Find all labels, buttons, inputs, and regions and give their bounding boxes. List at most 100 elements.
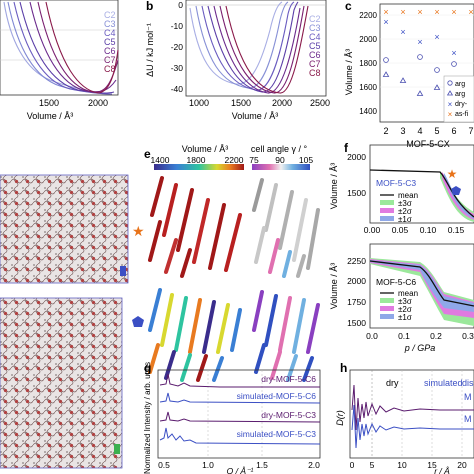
legend-x-marker: × [448,100,453,109]
legend-1sigma-swatch [380,216,394,221]
rod [208,203,226,270]
panel-b-legend: C2 C3 C4 C5 C6 C7 C8 [309,14,321,78]
legend-3sigma-swatch [380,200,394,205]
panel-f-xtick: 0.15 [448,225,465,235]
panel-f: f ★ MOF-5-C3 mean ±3σ ±2σ ±1σ 2000 1500 … [329,141,474,353]
panel-c-marker: × [434,7,439,17]
panel-f-ylabel-bottom: Volume / Å³ [329,263,339,310]
panel-c-marker: × [383,17,388,27]
legend-c2: C2 [309,14,321,24]
panel-h-xtick: 20 [457,460,467,470]
panel-h-xtick: 0 [350,460,355,470]
mean-line [369,260,474,307]
panel-c-ytick: 2200 [359,11,377,20]
rod [264,183,278,232]
rod [150,176,164,217]
legend-1sigma-swatch [380,314,394,319]
panel-a-axes [0,0,119,96]
rod [306,303,320,354]
rod [188,298,202,354]
panel-c-marker [383,57,389,63]
panel-b-axes [185,0,327,97]
rod [148,288,162,332]
panel-f-bottom-title: MOF-5-C6 [376,277,416,287]
band-1sigma [370,260,474,312]
trace-label: simulated-MOF-5-C3 [237,429,317,439]
panel-g-xlabel: Q / Å⁻¹ [227,466,254,474]
trace-dry-c3 [159,411,321,423]
panel-c-marker: × [400,7,405,17]
trace-label: dry-MOF-5-C3 [261,410,316,420]
panel-a-curve [3,1,109,95]
legend-c6: C6 [104,46,116,56]
rod [196,354,208,382]
trace-label: dry-MOF-5-C6 [261,374,316,384]
rod [192,198,210,264]
panel-e: e Volume / Å³ cell angle γ / ° 1400 1800… [132,144,320,382]
panel-c-marker [399,77,407,83]
panel-b-xtick: 2000 [272,98,292,108]
panel-a-xlabel: Volume / Å³ [27,111,74,121]
trace-dry-c6 [159,373,320,388]
legend-1sigma: ±1σ [398,313,412,322]
panel-e-rods-volume-bottom [148,288,242,382]
rod [282,250,292,278]
panel-h-annotation-dis: dis [462,378,474,388]
panel-g-xtick: 1.5 [256,460,268,470]
volume-tick: 1400 [151,155,170,165]
panel-a-legend: C2 C3 C4 C5 C6 C7 C8 [104,10,116,74]
panel-g-label: g [144,361,151,375]
panel-b-xtick: 2500 [310,98,330,108]
star-marker: ★ [447,167,458,181]
panel-c-marker [434,67,440,73]
panel-e-rods-angle-top [252,178,320,278]
panel-c-marker: × [434,32,439,42]
angle-tick: 75 [249,155,259,165]
rod [230,308,242,352]
legend-label: arg [455,81,465,88]
rod [148,343,160,374]
rod [292,198,308,262]
legend-c5: C5 [309,41,321,51]
legend-label: as-fi [455,111,469,118]
panel-f-xtick: 0.1 [398,331,410,341]
panel-c-label: c [345,0,352,13]
panel-c-xtick: 2 [383,126,388,136]
rod [212,356,224,382]
legend-mean: mean [398,191,418,200]
simulation-box-c6 [0,297,123,469]
legend-circle-marker [447,80,453,86]
rod [264,294,278,347]
panel-h-annotation-simulated: simulated [424,378,463,388]
panel-c-ytick: 1400 [359,107,377,116]
panel-b-ytick: 0 [178,0,183,10]
panel-f-xtick: 0.05 [392,225,409,235]
panel-f-xlabel: p / GPa [404,343,436,353]
panel-h-axes [349,369,474,459]
legend-c8: C8 [309,68,321,78]
legend-c8: C8 [104,64,116,74]
rod [252,178,264,212]
panel-e-rods-volume-top [148,176,242,278]
panel-c-marker [416,90,424,96]
legend-c7: C7 [104,55,116,65]
panel-f-ytick: 2250 [347,256,366,266]
panel-c-xtick: 7 [468,126,473,136]
mean-line [369,169,474,218]
panel-g-xtick: 2.0 [308,460,320,470]
panel-f-legend: mean ±3σ ±2σ ±1σ [380,191,418,224]
panel-b-curve [225,5,309,94]
panel-b-label: b [146,0,153,13]
panel-b-curve [201,1,295,91]
panel-e-rods-angle-bottom [252,290,320,382]
star-marker: ★ [132,223,145,239]
panel-a: C2 C3 C4 C5 C6 C7 C8 1500 2000 Volume / … [0,0,119,121]
legend-x-marker: × [448,110,453,119]
angle-colorbar-label: cell angle γ / ° [251,144,308,154]
panel-g-xtick: 0.5 [158,460,170,470]
panel-b-ytick: -40 [171,84,184,94]
rod [180,248,192,278]
legend-c2: C2 [104,10,116,20]
panel-f-xtick: 0.2 [430,331,442,341]
rod [254,343,266,374]
